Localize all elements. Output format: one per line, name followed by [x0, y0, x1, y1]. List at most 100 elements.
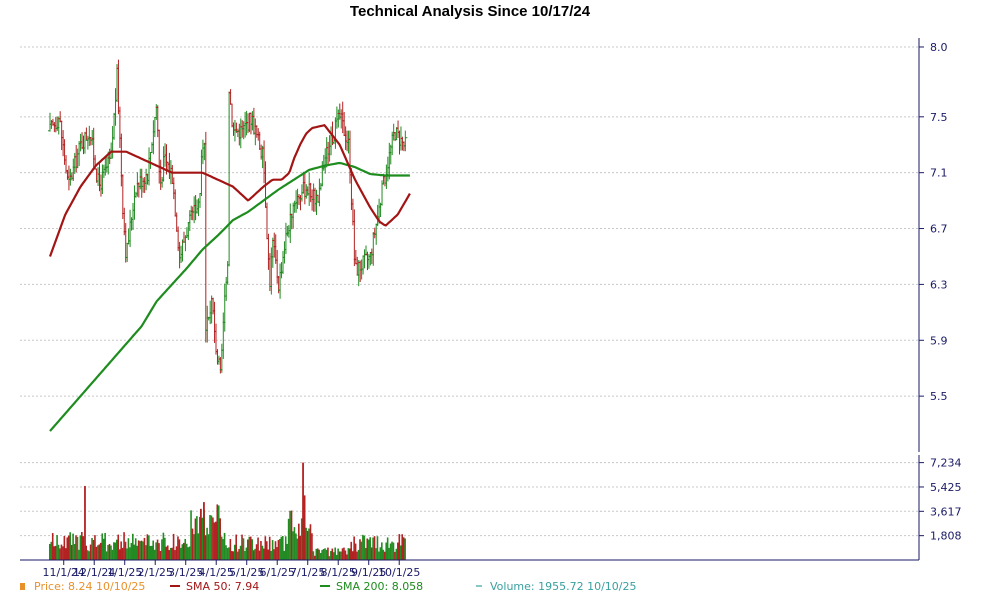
volume-bar — [373, 536, 376, 560]
volume-bar — [386, 537, 389, 560]
volume-bar — [226, 548, 229, 560]
volume-bar — [391, 541, 393, 560]
volume-bar — [209, 515, 211, 560]
volume-bar — [331, 548, 334, 560]
volume-bar — [159, 550, 162, 560]
volume-bar — [328, 556, 331, 560]
volume-bar — [190, 510, 192, 560]
price-grid — [20, 46, 919, 397]
volume-bar — [293, 527, 296, 560]
volume-bar — [300, 518, 303, 560]
volume-bar — [156, 539, 159, 560]
volume-bar — [247, 539, 249, 560]
volume-bar — [263, 548, 265, 560]
x-tick-label: 1/1/25 — [107, 566, 142, 579]
volume-bar — [261, 545, 264, 560]
volume-bar — [244, 550, 246, 560]
volume-bar — [399, 545, 402, 560]
volume-bar — [338, 551, 341, 560]
volume-bar — [188, 546, 191, 560]
volume-bar — [101, 533, 104, 560]
volume-bar — [394, 551, 396, 560]
volume-bar — [51, 533, 54, 560]
volume-bar — [308, 528, 310, 560]
volume-bar — [346, 554, 348, 560]
volume-bar — [174, 550, 176, 560]
volume-bar — [57, 544, 60, 560]
volume-bar — [178, 539, 181, 560]
volume-spike-bar — [302, 462, 304, 560]
volume-bar — [124, 541, 127, 560]
price-tick-label: 5.9 — [930, 334, 948, 347]
volume-bar — [75, 535, 77, 560]
volume-bar — [321, 549, 323, 560]
volume-bar — [330, 551, 332, 560]
volume-bar — [279, 538, 281, 560]
x-tick-label: 2/1/25 — [138, 566, 173, 579]
x-tick-label: 11/1/24 — [43, 566, 85, 579]
volume-bar — [65, 548, 67, 560]
volume-bar — [271, 540, 274, 560]
volume-bar — [120, 541, 122, 560]
legend-label: SMA 200: 8.058 — [336, 580, 423, 593]
price-bar — [317, 178, 322, 207]
volume-bar — [181, 544, 184, 560]
volume-bar — [220, 536, 223, 560]
volume-bar — [252, 550, 255, 560]
volume-bar — [172, 533, 175, 560]
volume-bar — [114, 542, 117, 560]
volume-bar — [193, 534, 195, 560]
volume-bar — [347, 548, 350, 560]
legend-label: Price: 8.24 10/10/25 — [34, 580, 145, 593]
volume-spike-bar — [84, 485, 86, 560]
volume-tick-label: 1,808 — [930, 530, 962, 543]
volume-bar — [383, 551, 386, 560]
volume-bar — [127, 538, 130, 560]
volume-bar — [194, 518, 197, 560]
volume-bar — [365, 548, 367, 560]
volume-bar — [166, 545, 169, 560]
volume-tick-label: 5,425 — [930, 481, 962, 494]
volume-bar — [236, 551, 239, 560]
volume-bar — [53, 546, 55, 560]
volume-bar — [305, 527, 307, 560]
volume-bar — [397, 542, 399, 560]
x-tick-label: 8/1/25 — [321, 566, 356, 579]
sma-lines — [48, 123, 411, 432]
volume-bar — [319, 552, 322, 560]
volume-bar — [267, 549, 270, 560]
volume-bar — [258, 550, 261, 560]
volume-bar — [184, 538, 187, 560]
volume-tick-label: 3,617 — [930, 505, 962, 518]
price-bar — [173, 189, 178, 217]
volume-bar — [233, 544, 236, 560]
volume-bar — [105, 551, 108, 560]
volume-bar — [140, 540, 143, 560]
volume-bar — [62, 546, 64, 560]
volume-bar — [270, 550, 272, 560]
volume-bar — [280, 536, 283, 560]
volume-bar — [201, 517, 204, 560]
volume-bar — [229, 539, 232, 560]
volume-bar — [378, 551, 380, 560]
volume-bar — [324, 548, 326, 560]
volume-bar — [191, 528, 194, 560]
volume-bar — [121, 547, 124, 560]
volume-bar — [337, 548, 339, 560]
volume-bar — [382, 549, 385, 560]
volume-bar — [70, 544, 73, 560]
volume-bar — [401, 534, 404, 560]
volume-bar — [231, 551, 233, 560]
legend: Price: 8.24 10/10/25 SMA 50: 7.94 SMA 200:… — [20, 580, 637, 593]
volume-bar — [314, 555, 316, 560]
volume-bar — [95, 546, 98, 560]
volume-bar — [298, 523, 300, 560]
volume-bar — [363, 535, 366, 560]
volume-bar — [325, 549, 328, 560]
volume-bar — [239, 545, 242, 560]
volume-bar — [395, 548, 398, 560]
volume-bar — [130, 542, 133, 560]
volume-y-ticks: 7,234 5,425 3,617 1,808 — [919, 457, 962, 543]
volume-bar — [366, 538, 369, 560]
volume-bar — [133, 544, 136, 560]
